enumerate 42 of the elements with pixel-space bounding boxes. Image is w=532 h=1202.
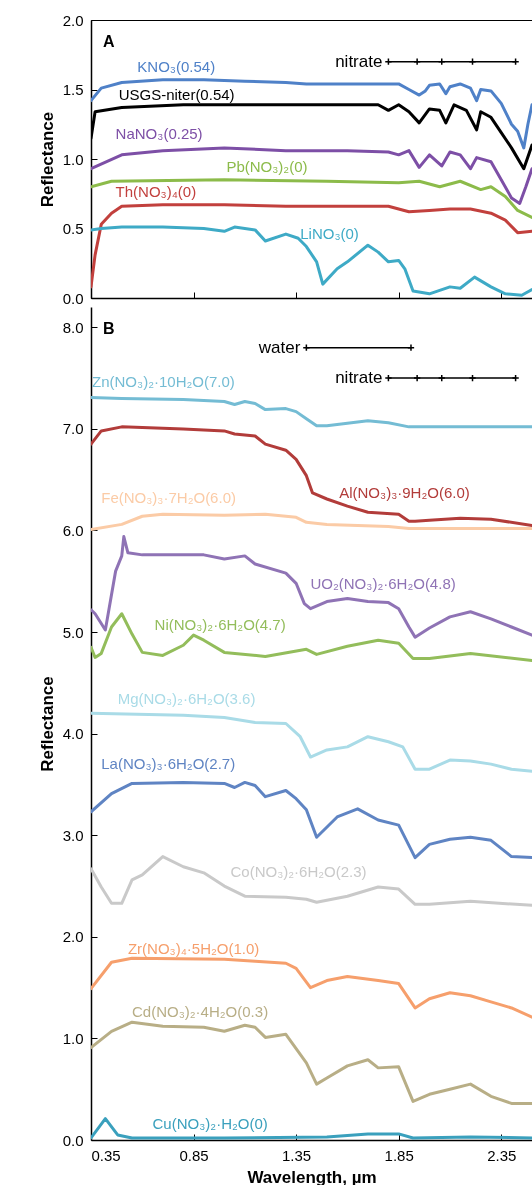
series-label: Fe(NO₃)₃·7H₂O(6.0)	[101, 488, 236, 506]
annotation: B	[103, 320, 115, 337]
series-label: Cd(NO₃)₂·4H₂O(0.3)	[132, 1003, 269, 1020]
series-label: La(NO₃)₃·6H₂O(2.7)	[101, 755, 236, 773]
y-tick-label: 0.0	[62, 289, 84, 307]
series-label: Zn(NO₃)₂·10H₂O(7.0)	[92, 373, 235, 391]
series-label: Pb(NO₃)₂(0)	[226, 158, 308, 176]
series-label: Th(NO₃)₄(0)	[115, 183, 197, 201]
y-tick-label: 1.0	[62, 150, 84, 168]
y-tick-label: 0.5	[62, 220, 84, 237]
legend-label: USGS-niter(0.54)	[118, 86, 235, 104]
series-label: nitrate	[335, 368, 383, 388]
y-tick-label: 2.0	[62, 11, 84, 29]
series-label: Ni(NO₃)₂·6H₂O(4.7)	[154, 615, 286, 633]
y-tick-label: 6.0	[62, 521, 84, 539]
y-tick-label: 0.0	[62, 1131, 84, 1149]
series-label: Zr(NO₃)₄·5H₂O(1.0)	[127, 940, 260, 958]
y-axis-title: Reflectance	[37, 676, 57, 772]
y-tick-label: 1.5	[62, 81, 84, 98]
series-label: nitrate	[335, 51, 383, 71]
y-axis-title: Reflectance	[37, 111, 57, 208]
x-tick-label: 1.35	[282, 1146, 312, 1164]
y-tick-label: 3.0	[62, 826, 84, 844]
y-tick-label: 7.0	[62, 420, 84, 438]
x-tick-label: 1.85	[384, 1146, 414, 1164]
y-tick-label: 2.0	[62, 928, 84, 946]
series-label: NaNO₃(0.25)	[115, 124, 203, 142]
annotation: A	[103, 33, 115, 50]
y-tick-label: 5.0	[62, 623, 84, 641]
x-tick-label: 2.35	[487, 1146, 517, 1164]
series-label: water	[257, 337, 301, 357]
series-label: Cu(NO₃)₂·H₂O(0)	[152, 1114, 268, 1132]
x-tick-label: 0.85	[179, 1146, 209, 1164]
series-label: LiNO₃(0)	[300, 225, 359, 243]
series-label: Mg(NO₃)₂·6H₂O(3.6)	[117, 690, 256, 708]
x-tick-label: 0.35	[91, 1146, 121, 1164]
y-tick-label: 4.0	[62, 725, 84, 743]
series-label: UO₂(NO₃)₂·6H₂O(4.8)	[310, 575, 456, 593]
y-tick-label: 8.0	[62, 318, 84, 336]
series-label: Al(NO₃)₃·9H₂O(6.0)	[339, 483, 470, 501]
series-label: KNO₃(0.54)	[137, 58, 216, 76]
y-tick-label: 1.0	[62, 1029, 84, 1047]
